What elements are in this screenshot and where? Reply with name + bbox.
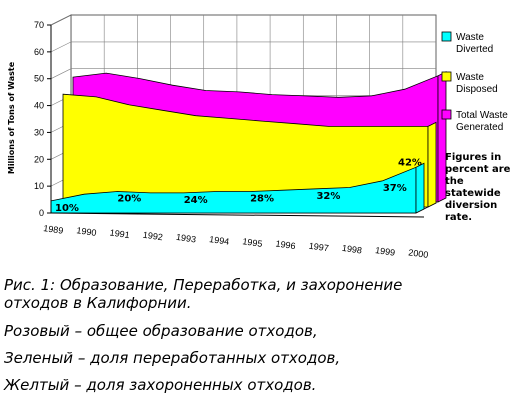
x-tick-label: 1997: [308, 241, 329, 254]
chart-axes: 0 10 20 30 40 50 60 70 1989 1990 1991 1992 1993 1994 1…: [34, 20, 429, 260]
side-note-line: rate.: [445, 212, 472, 223]
caption-line-5: Желтый – доля захороненных отходов.: [4, 376, 317, 394]
diversion-rate-label: 20%: [117, 194, 141, 205]
caption-line-1: Рис. 1: Образование, Переработка, и захо…: [4, 276, 403, 294]
x-tick-label: 1995: [242, 236, 263, 249]
y-tick-label: 40: [34, 101, 44, 111]
caption-line-3: Розовый – общее образование отходов,: [4, 322, 318, 340]
y-tick-label: 20: [34, 154, 44, 164]
diversion-rate-label: 24%: [184, 195, 208, 206]
legend-label: Waste: [456, 32, 484, 43]
x-tick-label: 1994: [209, 234, 230, 247]
x-tick-label: 1992: [142, 230, 163, 243]
y-tick-label: 50: [34, 74, 44, 84]
side-note-line: the: [445, 176, 464, 187]
y-axis-label: Millions of Tons of Waste: [7, 61, 16, 174]
caption-line-2: отходов в Калифорнии.: [4, 294, 192, 312]
y-tick-label: 30: [34, 127, 44, 137]
diversion-rate-label: 10%: [55, 203, 79, 214]
diversion-rate-label: 42%: [398, 157, 422, 168]
legend-label: Disposed: [456, 84, 498, 95]
y-tick-label: 10: [34, 181, 44, 191]
area-end-face: [427, 121, 437, 208]
legend-label: Waste: [456, 72, 484, 83]
legend-label: Total Waste: [456, 110, 508, 121]
diversion-rate-label: 28%: [250, 194, 274, 205]
x-tick-label: 1990: [76, 225, 97, 238]
diversion-rate-label: 37%: [383, 183, 407, 194]
legend-label: Generated: [456, 122, 503, 133]
x-tick-label: 1999: [375, 245, 396, 258]
y-tick-label: 70: [34, 20, 44, 30]
legend-swatch: [441, 109, 452, 120]
side-note-line: percent are: [445, 164, 511, 175]
chart-areas: [50, 71, 447, 214]
x-tick-label: 1993: [175, 232, 196, 245]
y-tick-label: 0: [39, 208, 44, 218]
side-note-line: Figures in: [445, 152, 501, 163]
x-tick-label: 1998: [341, 243, 362, 256]
y-tick-label: 60: [34, 47, 44, 57]
x-axis: [50, 212, 425, 218]
caption-line-4: Зеленый – доля переработанных отходов,: [4, 349, 341, 367]
x-tick-label: 1989: [43, 223, 64, 236]
chart-labels: Millions of Tons of Waste 10% 20% 24% 28% 32%…: [7, 61, 422, 214]
side-note-line: diversion: [445, 200, 497, 211]
x-tick-label: 1996: [275, 238, 296, 251]
legend-label: Diverted: [456, 44, 493, 55]
x-tick-label: 1991: [109, 227, 130, 240]
legend-swatch: [441, 31, 452, 42]
side-note-line: statewide: [445, 188, 501, 199]
diversion-rate-label: 32%: [316, 191, 340, 202]
legend-swatch: [441, 71, 452, 82]
x-tick-label: 2000: [408, 247, 429, 260]
waste-chart: 0 10 20 30 40 50 60 70 1989 1990 1991 1992 1993 1994 1…: [7, 14, 511, 260]
area-end-face: [415, 162, 425, 214]
